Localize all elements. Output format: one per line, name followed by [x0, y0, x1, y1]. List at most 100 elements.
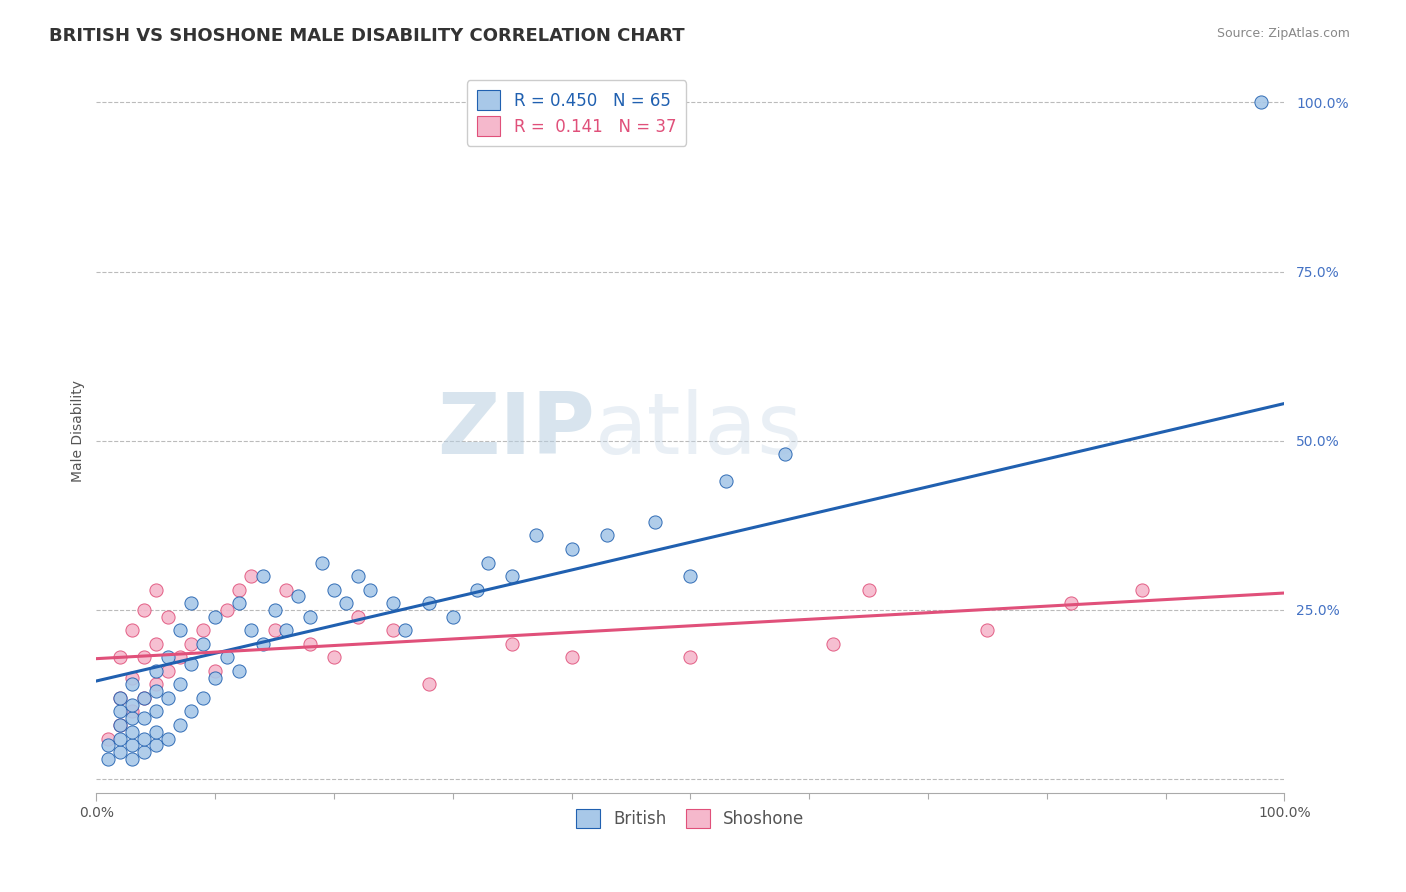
- Point: [252, 637, 274, 651]
- Point: [239, 569, 262, 583]
- Point: [145, 705, 167, 719]
- Point: [465, 582, 488, 597]
- Point: [108, 745, 131, 759]
- Point: [180, 657, 202, 671]
- Point: [121, 624, 143, 638]
- Point: [169, 677, 191, 691]
- Point: [108, 718, 131, 732]
- Point: [323, 582, 346, 597]
- Point: [359, 582, 381, 597]
- Point: [821, 637, 844, 651]
- Point: [1059, 596, 1081, 610]
- Point: [132, 745, 155, 759]
- Point: [382, 596, 405, 610]
- Point: [145, 664, 167, 678]
- Point: [323, 650, 346, 665]
- Point: [132, 690, 155, 705]
- Text: ZIP: ZIP: [437, 389, 595, 472]
- Point: [335, 596, 357, 610]
- Point: [156, 609, 179, 624]
- Point: [418, 677, 440, 691]
- Point: [145, 677, 167, 691]
- Text: Source: ZipAtlas.com: Source: ZipAtlas.com: [1216, 27, 1350, 40]
- Point: [121, 698, 143, 712]
- Point: [108, 731, 131, 746]
- Point: [215, 603, 238, 617]
- Point: [145, 684, 167, 698]
- Point: [121, 724, 143, 739]
- Point: [775, 447, 797, 461]
- Point: [1250, 95, 1272, 110]
- Point: [145, 637, 167, 651]
- Point: [561, 541, 583, 556]
- Point: [287, 590, 309, 604]
- Point: [263, 603, 285, 617]
- Point: [228, 596, 250, 610]
- Point: [1130, 582, 1153, 597]
- Point: [394, 624, 416, 638]
- Point: [145, 724, 167, 739]
- Point: [204, 609, 226, 624]
- Point: [132, 711, 155, 725]
- Point: [132, 650, 155, 665]
- Point: [132, 690, 155, 705]
- Point: [644, 515, 666, 529]
- Point: [679, 569, 702, 583]
- Point: [97, 731, 120, 746]
- Point: [156, 690, 179, 705]
- Legend: British, Shoshone: British, Shoshone: [569, 803, 811, 835]
- Point: [97, 752, 120, 766]
- Point: [193, 637, 215, 651]
- Point: [121, 739, 143, 753]
- Point: [276, 624, 298, 638]
- Text: BRITISH VS SHOSHONE MALE DISABILITY CORRELATION CHART: BRITISH VS SHOSHONE MALE DISABILITY CORR…: [49, 27, 685, 45]
- Point: [228, 582, 250, 597]
- Point: [501, 637, 523, 651]
- Point: [121, 677, 143, 691]
- Point: [228, 664, 250, 678]
- Point: [132, 731, 155, 746]
- Point: [169, 718, 191, 732]
- Point: [596, 528, 619, 542]
- Point: [108, 690, 131, 705]
- Point: [311, 556, 333, 570]
- Point: [156, 650, 179, 665]
- Point: [121, 705, 143, 719]
- Point: [299, 637, 322, 651]
- Point: [204, 664, 226, 678]
- Point: [382, 624, 405, 638]
- Point: [215, 650, 238, 665]
- Point: [132, 603, 155, 617]
- Point: [121, 711, 143, 725]
- Point: [976, 624, 998, 638]
- Point: [477, 556, 499, 570]
- Point: [97, 739, 120, 753]
- Point: [276, 582, 298, 597]
- Point: [108, 650, 131, 665]
- Point: [180, 596, 202, 610]
- Point: [108, 718, 131, 732]
- Point: [145, 739, 167, 753]
- Y-axis label: Male Disability: Male Disability: [72, 380, 86, 482]
- Point: [108, 705, 131, 719]
- Point: [346, 609, 368, 624]
- Point: [169, 650, 191, 665]
- Point: [263, 624, 285, 638]
- Point: [180, 705, 202, 719]
- Point: [204, 671, 226, 685]
- Point: [858, 582, 880, 597]
- Point: [156, 731, 179, 746]
- Point: [679, 650, 702, 665]
- Point: [193, 624, 215, 638]
- Point: [714, 475, 737, 489]
- Point: [346, 569, 368, 583]
- Point: [145, 582, 167, 597]
- Point: [180, 637, 202, 651]
- Point: [193, 690, 215, 705]
- Text: atlas: atlas: [595, 389, 803, 472]
- Point: [239, 624, 262, 638]
- Point: [156, 664, 179, 678]
- Point: [441, 609, 464, 624]
- Point: [501, 569, 523, 583]
- Point: [299, 609, 322, 624]
